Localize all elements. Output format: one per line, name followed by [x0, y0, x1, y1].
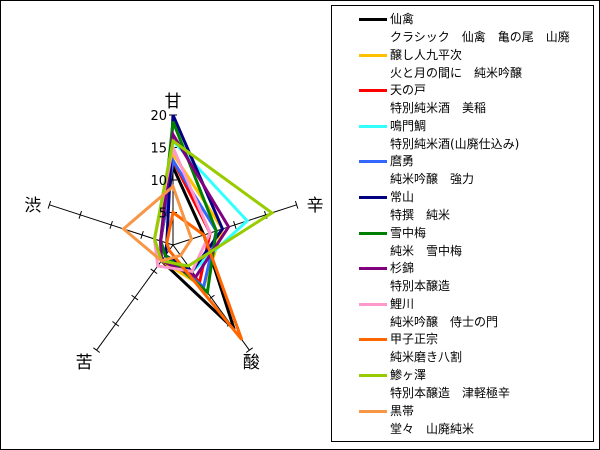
legend-product-name: クラシック 仙禽 亀の尾 山廃 [390, 30, 570, 44]
legend-entry: 甲子正宗純米磨き八割 [332, 328, 592, 364]
legend-entry: 黒帯 堂々 山廃純米 [332, 400, 592, 436]
legend-product-name: 純米磨き八割 [390, 350, 463, 365]
legend-series-name: 黒帯 [390, 403, 415, 418]
series-line [165, 209, 244, 341]
legend-swatch [359, 338, 387, 342]
legend-swatch [359, 302, 387, 306]
axis-tick [131, 294, 139, 301]
legend-product-name: 堂々 山廃純米 [390, 421, 475, 436]
legend-entry: 醸し人九平次火と月の間に 純米吟醸 [332, 44, 592, 80]
legend-swatch [359, 409, 387, 413]
ring-label: 10 [150, 174, 167, 189]
legend-entry: 鯉川純米吟醸 侍士の門 [332, 293, 592, 329]
legend-product-name: 特別純米酒 美稲 [390, 101, 487, 116]
legend-entry: 鳴門鯛特別純米酒(山廃仕込み) [332, 115, 592, 151]
axis-label: 渋 [24, 196, 41, 216]
legend-series-name: 鳴門鯛 [390, 118, 427, 133]
axis-tick [140, 230, 144, 239]
legend-entry: 鯵ヶ澤特別本醸造 津軽極辛 [332, 364, 592, 400]
axis-tick [233, 220, 237, 229]
legend-product-name: 純米 雪中梅 [390, 243, 463, 258]
legend-entry: 常山 特撰 純米 [332, 186, 592, 222]
legend-swatch [359, 374, 387, 377]
legend-series-name: 鯉川 [390, 296, 415, 311]
ring-label: 5 [159, 207, 167, 222]
legend-entry: 杉錦 特別本醸造 [332, 257, 592, 293]
legend-series-name: 甲子正宗 [390, 332, 439, 347]
legend-product-name: 特別本醸造 [390, 279, 451, 294]
legend-swatch [359, 267, 387, 271]
series-line [121, 183, 194, 263]
legend-entry: 仙禽クラシック 仙禽 亀の尾 山廃 [332, 8, 592, 44]
axis-tick [150, 268, 158, 275]
legend-series-name: 醸し人九平次 [390, 47, 463, 62]
series-line [152, 138, 275, 268]
ring-label: 15 [150, 142, 167, 157]
legend-swatch [359, 89, 387, 93]
legend-swatch [359, 124, 387, 128]
legend-series-name: 仙禽 [390, 12, 415, 26]
axis-tick [245, 347, 253, 353]
legend-entry: 麿勇 純米吟醸 強力 [332, 150, 592, 186]
axis-tick [109, 220, 113, 229]
legend-entry: 雪中梅 純米 雪中梅 [332, 222, 592, 258]
legend-series-name: 鯵ヶ澤 [390, 368, 427, 382]
legend-product-name: 純米吟醸 侍士の門 [390, 314, 499, 329]
axis-tick [294, 200, 299, 209]
axis-tick [78, 210, 82, 219]
legend-series-name: 天の戸 [390, 83, 427, 98]
legend-swatch [359, 53, 387, 57]
radar-series [121, 114, 275, 341]
legend-swatch [359, 160, 387, 164]
legend-product-name: 特撰 純米 [390, 208, 451, 222]
legend-product-name: 純米吟醸 強力 [390, 172, 475, 187]
legend-swatch [359, 231, 387, 235]
legend-series-name: 常山 [390, 190, 415, 204]
axis-label: 辛 [307, 196, 324, 216]
legend-series-name: 麿勇 [390, 154, 415, 169]
legend-series-name: 雪中梅 [390, 225, 427, 240]
axis-tick [47, 200, 52, 209]
axis-tick [112, 321, 120, 327]
legend-product-name: 特別純米酒(山廃仕込み) [390, 136, 520, 151]
legend-swatch [359, 18, 387, 21]
legend-swatch [359, 196, 387, 199]
ring-label: 20 [150, 109, 167, 124]
axis-label: 甘 [165, 92, 182, 112]
axis-tick [93, 347, 101, 353]
legend-series-name: 杉錦 [390, 261, 415, 276]
legend-product-name: 特別本醸造 津軽極辛 [390, 386, 511, 400]
legend: 仙禽クラシック 仙禽 亀の尾 山廃 醸し人九平次火と月の間に 純米吟醸 天の戸特別純… [331, 5, 594, 442]
axis-label: 苦 [76, 353, 93, 373]
legend-product-name: 火と月の間に 純米吟醸 [390, 65, 523, 80]
axis-label: 酸 [243, 353, 260, 373]
legend-entry: 天の戸特別純米酒 美稲 [332, 79, 592, 115]
